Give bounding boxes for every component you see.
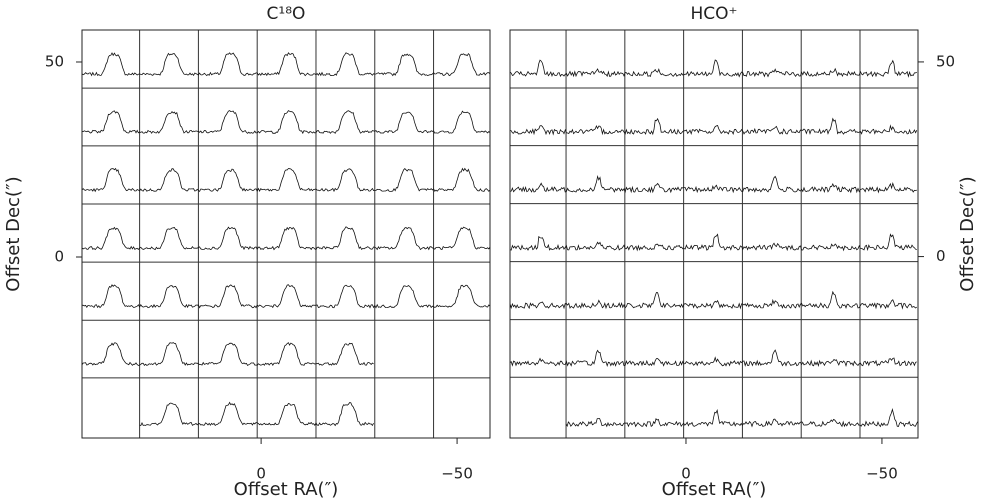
x-tick-label: 0 — [256, 465, 266, 483]
spectrum — [81, 52, 491, 77]
y-axis-label: Offset Dec(″) — [957, 176, 978, 291]
spectrum — [139, 401, 374, 427]
y-tick-label: 0 — [936, 247, 946, 265]
spectrum — [509, 175, 917, 194]
spectrum — [81, 342, 374, 367]
x-tick-label: −50 — [441, 465, 473, 483]
spectrum — [509, 117, 918, 136]
x-axis-label: Offset RA(″) — [234, 479, 339, 500]
spectrum — [509, 349, 917, 368]
spectrum — [509, 233, 917, 252]
y-tick-label: 50 — [936, 52, 955, 70]
panel-frame — [509, 29, 919, 439]
y-axis-label: Offset Dec(″) — [3, 176, 24, 291]
spectrum — [509, 290, 918, 310]
spectrum — [81, 226, 491, 251]
x-axis-label: Offset RA(″) — [662, 479, 767, 500]
panel-title: HCO⁺ — [690, 4, 737, 24]
y-tick-label: 0 — [54, 248, 64, 266]
spectrum — [565, 408, 918, 428]
spectrum — [81, 167, 491, 193]
spectrum — [81, 110, 491, 135]
y-tick-label: 50 — [45, 52, 64, 70]
spectrum — [81, 284, 491, 309]
panel-frame — [81, 29, 491, 439]
x-tick-label: 0 — [681, 465, 691, 483]
spectrum — [509, 59, 917, 78]
panel-title: C¹⁸O — [267, 4, 306, 24]
x-tick-label: −50 — [866, 465, 898, 483]
